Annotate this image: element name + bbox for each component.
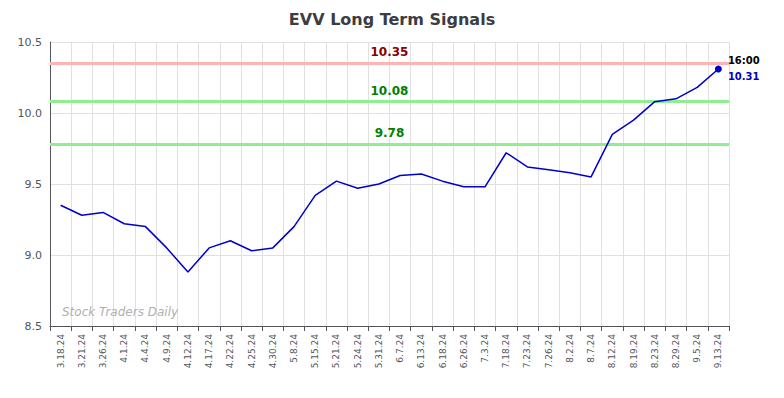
svg-text:8.23.24: 8.23.24 (650, 334, 660, 369)
svg-text:7.3.24: 7.3.24 (480, 334, 490, 363)
svg-text:3.21.24: 3.21.24 (77, 334, 87, 369)
svg-text:EVV Long Term Signals: EVV Long Term Signals (289, 10, 495, 29)
svg-text:5.24.24: 5.24.24 (353, 334, 363, 369)
svg-text:8.2.24: 8.2.24 (565, 334, 575, 363)
svg-text:7.18.24: 7.18.24 (501, 334, 511, 369)
svg-text:4.30.24: 4.30.24 (268, 334, 278, 369)
svg-text:10.5: 10.5 (18, 36, 43, 49)
svg-text:4.12.24: 4.12.24 (183, 334, 193, 369)
svg-text:9.78: 9.78 (375, 126, 405, 140)
svg-text:4.17.24: 4.17.24 (204, 334, 214, 369)
svg-text:7.26.24: 7.26.24 (544, 334, 554, 369)
svg-text:4.25.24: 4.25.24 (247, 334, 257, 369)
svg-text:5.15.24: 5.15.24 (310, 334, 320, 369)
svg-text:8.5: 8.5 (25, 320, 43, 333)
svg-text:9.5.24: 9.5.24 (692, 334, 702, 363)
svg-text:5.8.24: 5.8.24 (289, 334, 299, 363)
svg-text:8.12.24: 8.12.24 (607, 334, 617, 369)
svg-text:6.7.24: 6.7.24 (395, 334, 405, 363)
svg-text:8.19.24: 8.19.24 (629, 334, 639, 369)
svg-text:8.7.24: 8.7.24 (586, 334, 596, 363)
svg-text:9.0: 9.0 (25, 249, 43, 262)
svg-text:5.31.24: 5.31.24 (374, 334, 384, 369)
svg-text:4.4.24: 4.4.24 (140, 334, 150, 363)
svg-text:4.1.24: 4.1.24 (119, 334, 129, 363)
svg-text:10.31: 10.31 (728, 71, 760, 82)
svg-text:5.21.24: 5.21.24 (331, 334, 341, 369)
svg-text:16:00: 16:00 (728, 55, 760, 66)
svg-text:9.5: 9.5 (25, 178, 43, 191)
svg-text:10.08: 10.08 (371, 84, 409, 98)
svg-text:6.13.24: 6.13.24 (416, 334, 426, 369)
svg-text:4.22.24: 4.22.24 (225, 334, 235, 369)
svg-text:8.29.24: 8.29.24 (671, 334, 681, 369)
svg-text:6.26.24: 6.26.24 (459, 334, 469, 369)
svg-text:3.18.24: 3.18.24 (56, 334, 66, 369)
svg-text:7.23.24: 7.23.24 (522, 334, 532, 369)
svg-text:10.35: 10.35 (371, 45, 409, 59)
svg-text:4.9.24: 4.9.24 (162, 334, 172, 363)
svg-text:10.0: 10.0 (18, 107, 43, 120)
svg-text:Stock Traders Daily: Stock Traders Daily (62, 305, 179, 319)
svg-text:9.13.24: 9.13.24 (713, 334, 723, 369)
svg-text:6.18.24: 6.18.24 (438, 334, 448, 369)
svg-text:3.26.24: 3.26.24 (98, 334, 108, 369)
